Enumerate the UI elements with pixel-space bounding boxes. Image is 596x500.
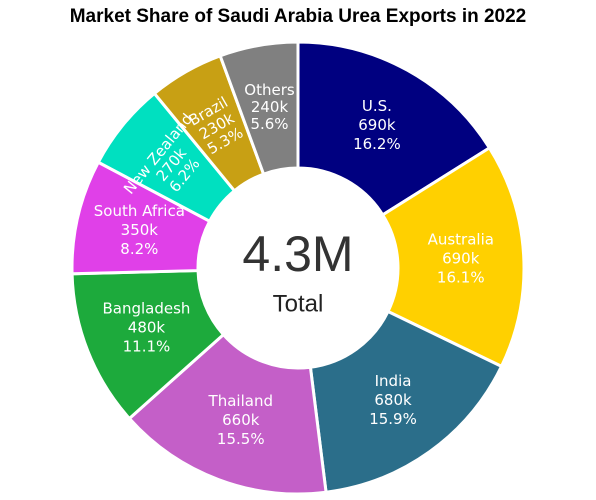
donut-slice bbox=[380, 145, 526, 369]
donut-slice bbox=[296, 40, 492, 217]
slice-share: 16.1% bbox=[437, 269, 485, 287]
slice-value: 690k bbox=[358, 116, 396, 134]
slice-category: South Africa bbox=[94, 202, 185, 220]
slice-value: 660k bbox=[222, 411, 260, 429]
slice-value: 690k bbox=[442, 250, 480, 268]
slice-value: 240k bbox=[251, 98, 289, 116]
slice-share: 16.2% bbox=[353, 135, 401, 153]
center-caption: Total bbox=[273, 290, 324, 317]
slice-share: 5.6% bbox=[250, 115, 288, 133]
slice-share: 8.2% bbox=[120, 240, 158, 258]
donut-slice bbox=[218, 40, 300, 177]
slice-category: Thailand bbox=[208, 392, 273, 410]
chart-title: Market Share of Saudi Arabia Urea Export… bbox=[70, 6, 527, 27]
center-value: 4.3M bbox=[242, 226, 353, 282]
slice-value: 680k bbox=[374, 391, 412, 409]
slice-value: 350k bbox=[121, 221, 159, 239]
slice-value: 480k bbox=[128, 319, 166, 337]
donut-slice bbox=[127, 332, 328, 496]
slice-share: 15.5% bbox=[217, 430, 265, 448]
donut-slice bbox=[308, 309, 504, 494]
slice-category: U.S. bbox=[362, 97, 392, 115]
slice-category: Others bbox=[244, 81, 295, 99]
slice-category: Australia bbox=[428, 231, 494, 249]
slice-share: 15.9% bbox=[369, 410, 417, 428]
slice-category: Bangladesh bbox=[102, 300, 190, 318]
slice-category: India bbox=[375, 372, 412, 390]
slice-share: 11.1% bbox=[123, 338, 171, 356]
